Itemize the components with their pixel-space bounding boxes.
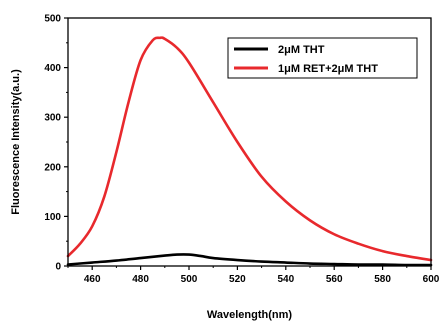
x-axis-title: Wavelength(nm) [207,309,292,321]
legend-label-2: 1μM RET+2μM THT [278,63,378,75]
y-tick-label-200: 200 [44,162,61,173]
x-tick-label-520: 520 [229,274,246,285]
series-line-1 [66,253,433,267]
y-tick-label-300: 300 [44,113,61,124]
x-tick-label-500: 500 [181,274,198,285]
x-tick-label-540: 540 [277,274,294,285]
legend-label-1: 2μM THT [278,44,325,56]
x-tick-label-480: 480 [132,274,149,285]
axes: 0 100 200 300 400 500 460 480 500 520 540 560 580 600 [44,14,439,286]
legend: 2μM THT 1μM RET+2μM THT [227,37,418,79]
legend-box [227,37,418,79]
y-tick-label-500: 500 [44,14,61,25]
x-tick-label-580: 580 [374,274,391,285]
series-line-2 [66,36,433,262]
y-axis-title: Fluorescence Intensity(a.u.) [10,69,22,215]
y-tick-label-400: 400 [44,63,61,74]
series-lines [66,36,433,267]
x-tick-label-560: 560 [326,274,343,285]
y-tick-label-0: 0 [55,262,61,273]
y-tick-label-100: 100 [44,212,61,223]
x-tick-label-460: 460 [84,274,101,285]
x-tick-label-600: 600 [423,274,439,285]
